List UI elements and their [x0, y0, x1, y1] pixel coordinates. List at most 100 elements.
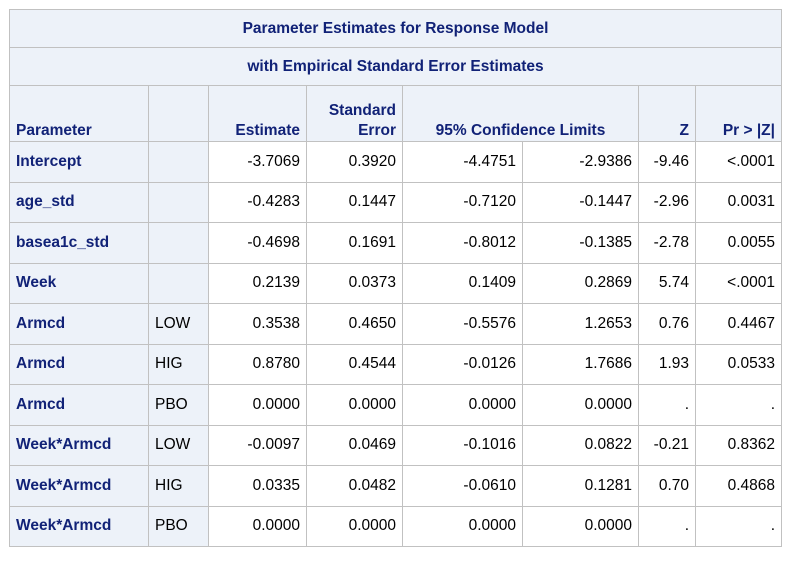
- cell-upper-limit: 0.0000: [522, 384, 639, 426]
- cell-estimate: 0.0000: [208, 384, 307, 426]
- cell-parameter: basea1c_std: [9, 222, 149, 264]
- cell-p-value: 0.0533: [695, 343, 782, 385]
- cell-lower-limit: -0.1016: [402, 424, 523, 466]
- column-header-standard-error: Standard Error: [306, 85, 403, 142]
- parameter-estimates-table: Parameter Estimates for Response Model w…: [9, 9, 782, 547]
- cell-estimate: 0.3538: [208, 303, 307, 345]
- cell-z: .: [638, 505, 696, 547]
- column-header-z: Z: [638, 85, 696, 142]
- cell-lower-limit: 0.0000: [402, 505, 523, 547]
- cell-lower-limit: -4.4751: [402, 141, 523, 183]
- cell-parameter: Week*Armcd: [9, 424, 149, 466]
- column-header-estimate: Estimate: [208, 85, 307, 142]
- cell-estimate: -0.4283: [208, 181, 307, 223]
- cell-estimate: 0.2139: [208, 262, 307, 304]
- cell-lower-limit: -0.8012: [402, 222, 523, 264]
- table-row: Week 0.2139 0.0373 0.1409 0.2869 5.74 <.0001: [9, 262, 782, 304]
- cell-standard-error: 0.0000: [306, 384, 403, 426]
- cell-estimate: -0.4698: [208, 222, 307, 264]
- cell-standard-error: 0.1447: [306, 181, 403, 223]
- cell-parameter: Armcd: [9, 384, 149, 426]
- table-title: Parameter Estimates for Response Model: [9, 9, 782, 48]
- cell-lower-limit: -0.0610: [402, 465, 523, 507]
- cell-level: LOW: [148, 424, 209, 466]
- cell-upper-limit: 1.7686: [522, 343, 639, 385]
- table-row: Week*Armcd PBO 0.0000 0.0000 0.0000 0.0000..: [9, 505, 782, 547]
- cell-level: [148, 262, 209, 304]
- cell-p-value: .: [695, 505, 782, 547]
- table-row: Armcd HIG 0.8780 0.4544 -0.0126 1.7686 1.93 0.0…: [9, 343, 782, 385]
- cell-standard-error: 0.3920: [306, 141, 403, 183]
- cell-z: 0.70: [638, 465, 696, 507]
- cell-parameter: Week*Armcd: [9, 465, 149, 507]
- column-header-parameter: Parameter: [9, 85, 149, 142]
- cell-estimate: 0.0000: [208, 505, 307, 547]
- column-header-standard-error-line2: Error: [358, 122, 396, 139]
- cell-z: .: [638, 384, 696, 426]
- cell-p-value: 0.4868: [695, 465, 782, 507]
- cell-parameter: Week*Armcd: [9, 505, 149, 547]
- cell-parameter: Week: [9, 262, 149, 304]
- cell-level: LOW: [148, 303, 209, 345]
- cell-p-value: <.0001: [695, 262, 782, 304]
- table-row: age_std -0.4283 0.1447 -0.7120 -0.1447 -2.96 0…: [9, 181, 782, 223]
- cell-standard-error: 0.0482: [306, 465, 403, 507]
- parameter-estimates-table-container: Parameter Estimates for Response Model w…: [9, 9, 782, 547]
- cell-z: 5.74: [638, 262, 696, 304]
- cell-z: -2.96: [638, 181, 696, 223]
- cell-level: HIG: [148, 465, 209, 507]
- table-row: Armcd LOW 0.3538 0.4650 -0.5576 1.2653 0.76 0.4…: [9, 303, 782, 345]
- cell-parameter: age_std: [9, 181, 149, 223]
- cell-upper-limit: -2.9386: [522, 141, 639, 183]
- cell-level: PBO: [148, 505, 209, 547]
- cell-level: HIG: [148, 343, 209, 385]
- table-row: basea1c_std -0.4698 0.1691 -0.8012 -0.1385 -2…: [9, 222, 782, 264]
- table-subtitle: with Empirical Standard Error Estimates: [9, 47, 782, 86]
- cell-p-value: .: [695, 384, 782, 426]
- cell-level: [148, 222, 209, 264]
- cell-parameter: Armcd: [9, 343, 149, 385]
- cell-estimate: -0.0097: [208, 424, 307, 466]
- cell-standard-error: 0.1691: [306, 222, 403, 264]
- cell-z: 0.76: [638, 303, 696, 345]
- cell-p-value: 0.4467: [695, 303, 782, 345]
- cell-level: [148, 181, 209, 223]
- table-body: Intercept -3.7069 0.3920 -4.4751 -2.9386 -9.4…: [9, 141, 782, 547]
- cell-z: -0.21: [638, 424, 696, 466]
- cell-upper-limit: 1.2653: [522, 303, 639, 345]
- column-header-p-value: Pr > |Z|: [695, 85, 782, 142]
- cell-lower-limit: -0.5576: [402, 303, 523, 345]
- cell-standard-error: 0.0373: [306, 262, 403, 304]
- cell-z: -9.46: [638, 141, 696, 183]
- cell-estimate: 0.8780: [208, 343, 307, 385]
- cell-z: -2.78: [638, 222, 696, 264]
- cell-standard-error: 0.4650: [306, 303, 403, 345]
- table-row: Intercept -3.7069 0.3920 -4.4751 -2.9386 -9.4…: [9, 141, 782, 183]
- cell-upper-limit: 0.2869: [522, 262, 639, 304]
- cell-upper-limit: 0.1281: [522, 465, 639, 507]
- cell-upper-limit: -0.1385: [522, 222, 639, 264]
- cell-parameter: Intercept: [9, 141, 149, 183]
- cell-upper-limit: -0.1447: [522, 181, 639, 223]
- cell-p-value: <.0001: [695, 141, 782, 183]
- cell-p-value: 0.0055: [695, 222, 782, 264]
- cell-parameter: Armcd: [9, 303, 149, 345]
- column-header-confidence-limits: 95% Confidence Limits: [402, 85, 639, 142]
- table-row: Armcd PBO 0.0000 0.0000 0.0000 0.0000..: [9, 384, 782, 426]
- cell-upper-limit: 0.0822: [522, 424, 639, 466]
- cell-z: 1.93: [638, 343, 696, 385]
- cell-p-value: 0.0031: [695, 181, 782, 223]
- cell-estimate: 0.0335: [208, 465, 307, 507]
- cell-standard-error: 0.4544: [306, 343, 403, 385]
- cell-level: PBO: [148, 384, 209, 426]
- cell-estimate: -3.7069: [208, 141, 307, 183]
- column-header-level: [148, 85, 209, 142]
- cell-lower-limit: 0.1409: [402, 262, 523, 304]
- table-row: Week*Armcd LOW -0.0097 0.0469 -0.1016 0.0822-…: [9, 424, 782, 466]
- cell-upper-limit: 0.0000: [522, 505, 639, 547]
- cell-standard-error: 0.0469: [306, 424, 403, 466]
- cell-lower-limit: -0.0126: [402, 343, 523, 385]
- table-row: Week*Armcd HIG 0.0335 0.0482 -0.0610 0.1281 0.…: [9, 465, 782, 507]
- cell-level: [148, 141, 209, 183]
- cell-lower-limit: -0.7120: [402, 181, 523, 223]
